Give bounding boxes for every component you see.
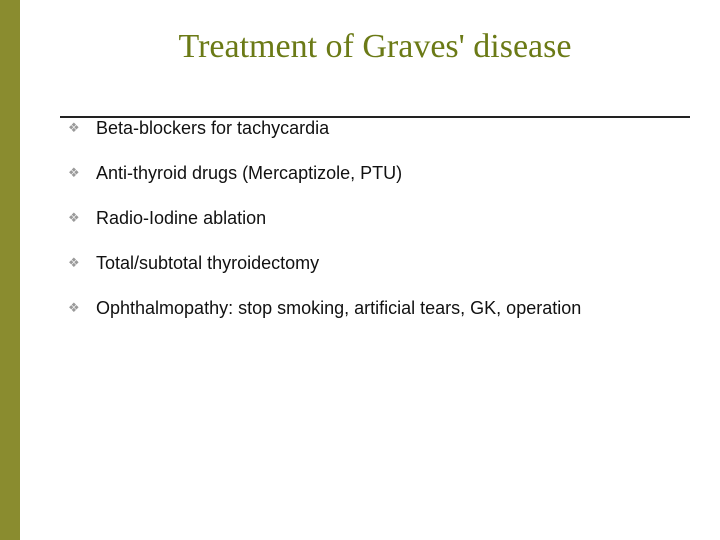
list-item: Anti-thyroid drugs (Mercaptizole, PTU) — [68, 163, 690, 184]
slide-title: Treatment of Graves' disease — [60, 28, 690, 80]
list-item: Ophthalmopathy: stop smoking, artificial… — [68, 298, 690, 319]
list-item: Total/subtotal thyroidectomy — [68, 253, 690, 274]
accent-sidebar — [0, 0, 20, 540]
list-item: Radio-Iodine ablation — [68, 208, 690, 229]
bullet-list: Beta-blockers for tachycardia Anti-thyro… — [60, 118, 690, 319]
list-item: Beta-blockers for tachycardia — [68, 118, 690, 139]
slide-content: Treatment of Graves' disease Beta-blocke… — [20, 0, 720, 540]
